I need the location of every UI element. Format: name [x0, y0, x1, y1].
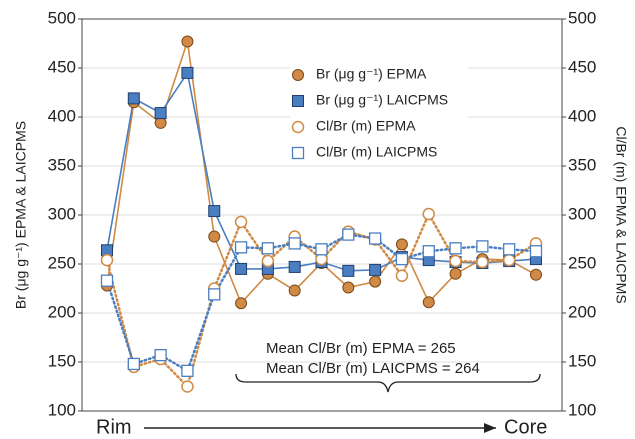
marker [234, 241, 248, 254]
y-tick-label: 300 [48, 204, 76, 223]
marker [476, 255, 489, 269]
marker [395, 269, 409, 283]
legend-bg [290, 116, 468, 138]
marker [529, 245, 543, 258]
marker [503, 243, 516, 256]
marker [288, 260, 301, 273]
legend-bg [290, 64, 468, 86]
y2-tick-label: 100 [568, 400, 596, 419]
y2-tick-label: 350 [568, 155, 596, 174]
marker [476, 240, 489, 253]
marker [369, 263, 382, 276]
marker [288, 237, 301, 250]
marker [154, 107, 167, 120]
marker [449, 267, 462, 280]
marker [261, 242, 275, 255]
marker [208, 230, 221, 243]
brace [235, 373, 541, 393]
legend-bg [290, 142, 468, 164]
marker [315, 243, 328, 256]
legend-label: Br (μg g⁻¹) EPMA [316, 66, 427, 82]
legend-marker [291, 146, 305, 160]
y-tick-label: 250 [48, 253, 76, 272]
marker [154, 348, 167, 362]
legend-marker [292, 69, 304, 81]
marker [181, 380, 194, 393]
y-tick-label: 100 [48, 400, 76, 419]
y-tick-label: 450 [48, 57, 76, 76]
marker [368, 232, 382, 245]
marker [449, 254, 462, 268]
y2-tick-label: 400 [568, 106, 596, 125]
legend-marker [291, 120, 305, 134]
y2-tick-label: 450 [568, 57, 596, 76]
marker [449, 242, 462, 255]
marker [100, 253, 114, 267]
marker [395, 252, 409, 266]
marker [342, 228, 355, 241]
marker [342, 264, 355, 277]
marker [100, 274, 114, 287]
marker [235, 262, 248, 275]
y2-tick-label: 500 [568, 8, 596, 27]
marker [502, 253, 516, 267]
marker [208, 205, 221, 218]
marker [181, 66, 194, 79]
legend-label: Br (μg g⁻¹) LAICPMS [316, 92, 448, 108]
marker [422, 296, 435, 309]
marker [127, 357, 140, 371]
marker [234, 215, 248, 229]
y-tick-label: 350 [48, 155, 76, 174]
marker [208, 288, 221, 301]
marker [342, 281, 355, 294]
y2-axis-title: Cl/Br (m) EPMA & LAICPMS [613, 126, 629, 303]
x-end-label: Core [504, 416, 547, 438]
marker [235, 297, 248, 310]
y-tick-label: 200 [48, 302, 76, 321]
marker [288, 284, 301, 297]
arrow-head [484, 423, 496, 433]
x-start-label: Rim [96, 416, 132, 438]
y2-tick-label: 150 [568, 351, 596, 370]
y2-tick-label: 250 [568, 253, 596, 272]
y-tick-label: 500 [48, 8, 76, 27]
marker [181, 364, 194, 377]
marker [395, 238, 408, 251]
y2-tick-label: 200 [568, 302, 596, 321]
legend-label: Cl/Br (m) LAICPMS [316, 144, 437, 160]
marker [127, 92, 140, 105]
marker [181, 35, 194, 48]
y2-tick-label: 300 [568, 204, 596, 223]
marker [422, 245, 435, 258]
y-tick-label: 400 [48, 106, 76, 125]
y-tick-label: 150 [48, 351, 76, 370]
marker [422, 207, 435, 221]
y-axis-title: Br (μg g⁻¹) EPMA & LAICPMS [13, 121, 29, 309]
legend-bg [290, 90, 468, 112]
annotation: Mean Cl/Br (m) EPMA = 265 [266, 340, 456, 357]
legend-marker [292, 95, 304, 107]
marker [530, 268, 542, 281]
annotation: Mean Cl/Br (m) LAICPMS = 264 [266, 360, 480, 377]
marker [261, 254, 275, 268]
legend-label: Cl/Br (m) EPMA [316, 118, 416, 134]
marker [369, 275, 382, 288]
